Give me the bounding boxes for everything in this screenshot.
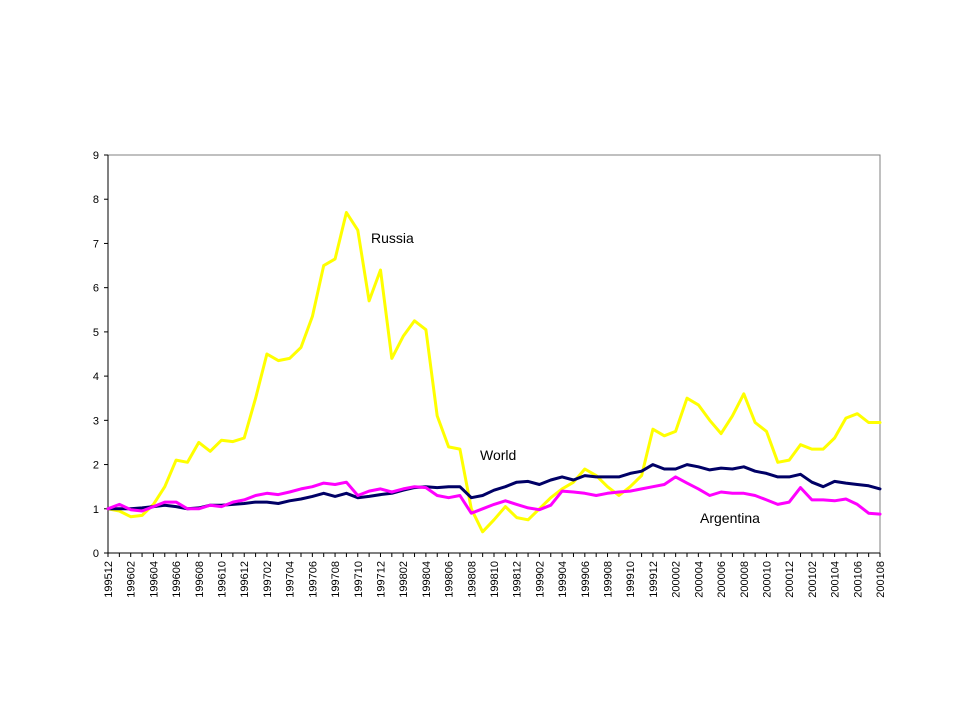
x-tick-label: 200102 <box>807 561 819 598</box>
x-tick-label: 200008 <box>739 561 751 598</box>
x-tick-label: 199708 <box>330 561 342 598</box>
series-annotations: Russia World Argentina <box>371 230 760 526</box>
y-tick-label: 3 <box>93 415 99 427</box>
x-tick-label: 199802 <box>398 561 410 598</box>
annotation-world: World <box>480 447 516 463</box>
x-tick-label: 199804 <box>421 561 433 598</box>
series-line-russia <box>106 211 882 534</box>
series-line-world <box>106 463 882 511</box>
x-tick-label: 199912 <box>648 561 660 598</box>
x-tick-label: 199612 <box>239 561 251 598</box>
x-tick-label: 199908 <box>603 561 615 598</box>
y-tick-label: 9 <box>93 150 99 162</box>
y-tick-label: 4 <box>93 371 99 383</box>
x-tick-label: 199610 <box>217 561 229 598</box>
x-tick-label: 199910 <box>625 561 637 598</box>
series-lines <box>106 211 882 534</box>
y-tick-label: 1 <box>93 504 99 516</box>
x-tick-label: 199608 <box>194 561 206 598</box>
series-line-argentina <box>106 475 882 516</box>
x-tick-label: 200108 <box>875 561 887 598</box>
y-tick-label: 0 <box>93 548 99 560</box>
x-tick-label: 199806 <box>444 561 456 598</box>
y-tick-label: 5 <box>93 327 99 339</box>
x-tick-label: 200104 <box>830 561 842 598</box>
x-tick-label: 199810 <box>489 561 501 598</box>
x-tick-label: 199812 <box>512 561 524 598</box>
x-tick-label: 200010 <box>761 561 773 598</box>
x-tick-label: 200012 <box>784 561 796 598</box>
annotation-russia: Russia <box>371 230 414 246</box>
x-tick-label: 199602 <box>126 561 138 598</box>
x-tick-label: 199706 <box>307 561 319 598</box>
y-tick-label: 7 <box>93 238 99 250</box>
x-tick-label: 199712 <box>375 561 387 598</box>
x-tick-label: 200002 <box>671 561 683 598</box>
y-axis-ticks: 0 1 2 3 4 5 6 7 8 9 <box>93 150 108 560</box>
x-tick-label: 199808 <box>466 561 478 598</box>
x-tick-label: 199704 <box>285 561 297 598</box>
x-tick-label: 199702 <box>262 561 274 598</box>
x-tick-label: 200006 <box>716 561 728 598</box>
x-tick-label: 200004 <box>693 561 705 598</box>
x-tick-label: 199604 <box>148 561 160 598</box>
x-tick-label: 200106 <box>852 561 864 598</box>
x-tick-label: 199512 <box>103 561 115 598</box>
x-tick-label: 199710 <box>353 561 365 598</box>
x-axis-ticks: 199512 199602 199604 199606 199608 199610 1996… <box>103 553 887 598</box>
x-tick-label: 199904 <box>557 561 569 598</box>
x-tick-label: 199902 <box>534 561 546 598</box>
x-tick-label: 199606 <box>171 561 183 598</box>
annotation-argentina: Argentina <box>700 510 760 526</box>
chart-axes <box>107 154 881 554</box>
plot-area-frame <box>107 154 881 554</box>
y-tick-label: 6 <box>93 283 99 295</box>
y-tick-label: 2 <box>93 460 99 472</box>
y-tick-label: 8 <box>93 194 99 206</box>
x-tick-label: 199906 <box>580 561 592 598</box>
